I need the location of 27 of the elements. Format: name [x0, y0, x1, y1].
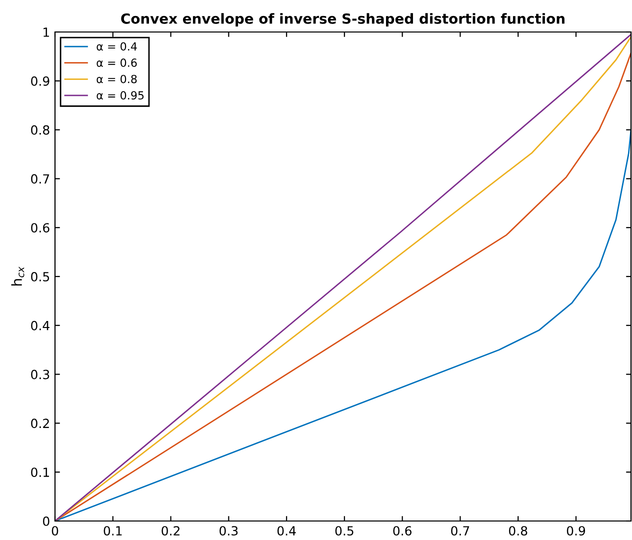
legend-label: α = 0.4: [96, 42, 137, 51]
y-axis-title: h$_{cx}$: [11, 266, 24, 286]
x-tick-label: 0.7: [451, 526, 470, 536]
x-tick-label: 0.8: [509, 526, 528, 536]
x-tick-label: 0.5: [335, 526, 354, 536]
y-tick-label: 0.4: [31, 320, 50, 330]
y-tick-label: 0.7: [31, 174, 50, 184]
y-tick-label: 0.6: [31, 223, 50, 233]
chart-title: Convex envelope of inverse S-shaped distortion function: [121, 13, 564, 27]
y-tick-label: 0.1: [31, 468, 49, 478]
x-tick-label: 0.1: [104, 526, 122, 536]
legend-label: α = 0.6: [96, 58, 137, 67]
x-tick-label: 0.9: [566, 526, 586, 536]
x-tick-label: 0.2: [162, 526, 180, 536]
x-tick-label: 0.6: [393, 526, 412, 536]
x-tick-label: 0.4: [277, 526, 296, 536]
x-tick-label: 0: [52, 526, 58, 536]
y-tick-label: 0.3: [31, 370, 50, 380]
y-tick-label: 0.8: [31, 125, 50, 135]
y-tick-label: 0.2: [31, 418, 49, 428]
y-tick-label: 0: [43, 516, 50, 526]
x-tick-label: 0.3: [220, 526, 238, 536]
legend-label: α = 0.95: [96, 91, 144, 100]
legend-label: α = 0.8: [96, 74, 137, 84]
y-tick-label: 0.5: [31, 272, 50, 282]
y-tick-label: 0.9: [31, 76, 50, 86]
y-tick-label: 1: [44, 28, 49, 37]
